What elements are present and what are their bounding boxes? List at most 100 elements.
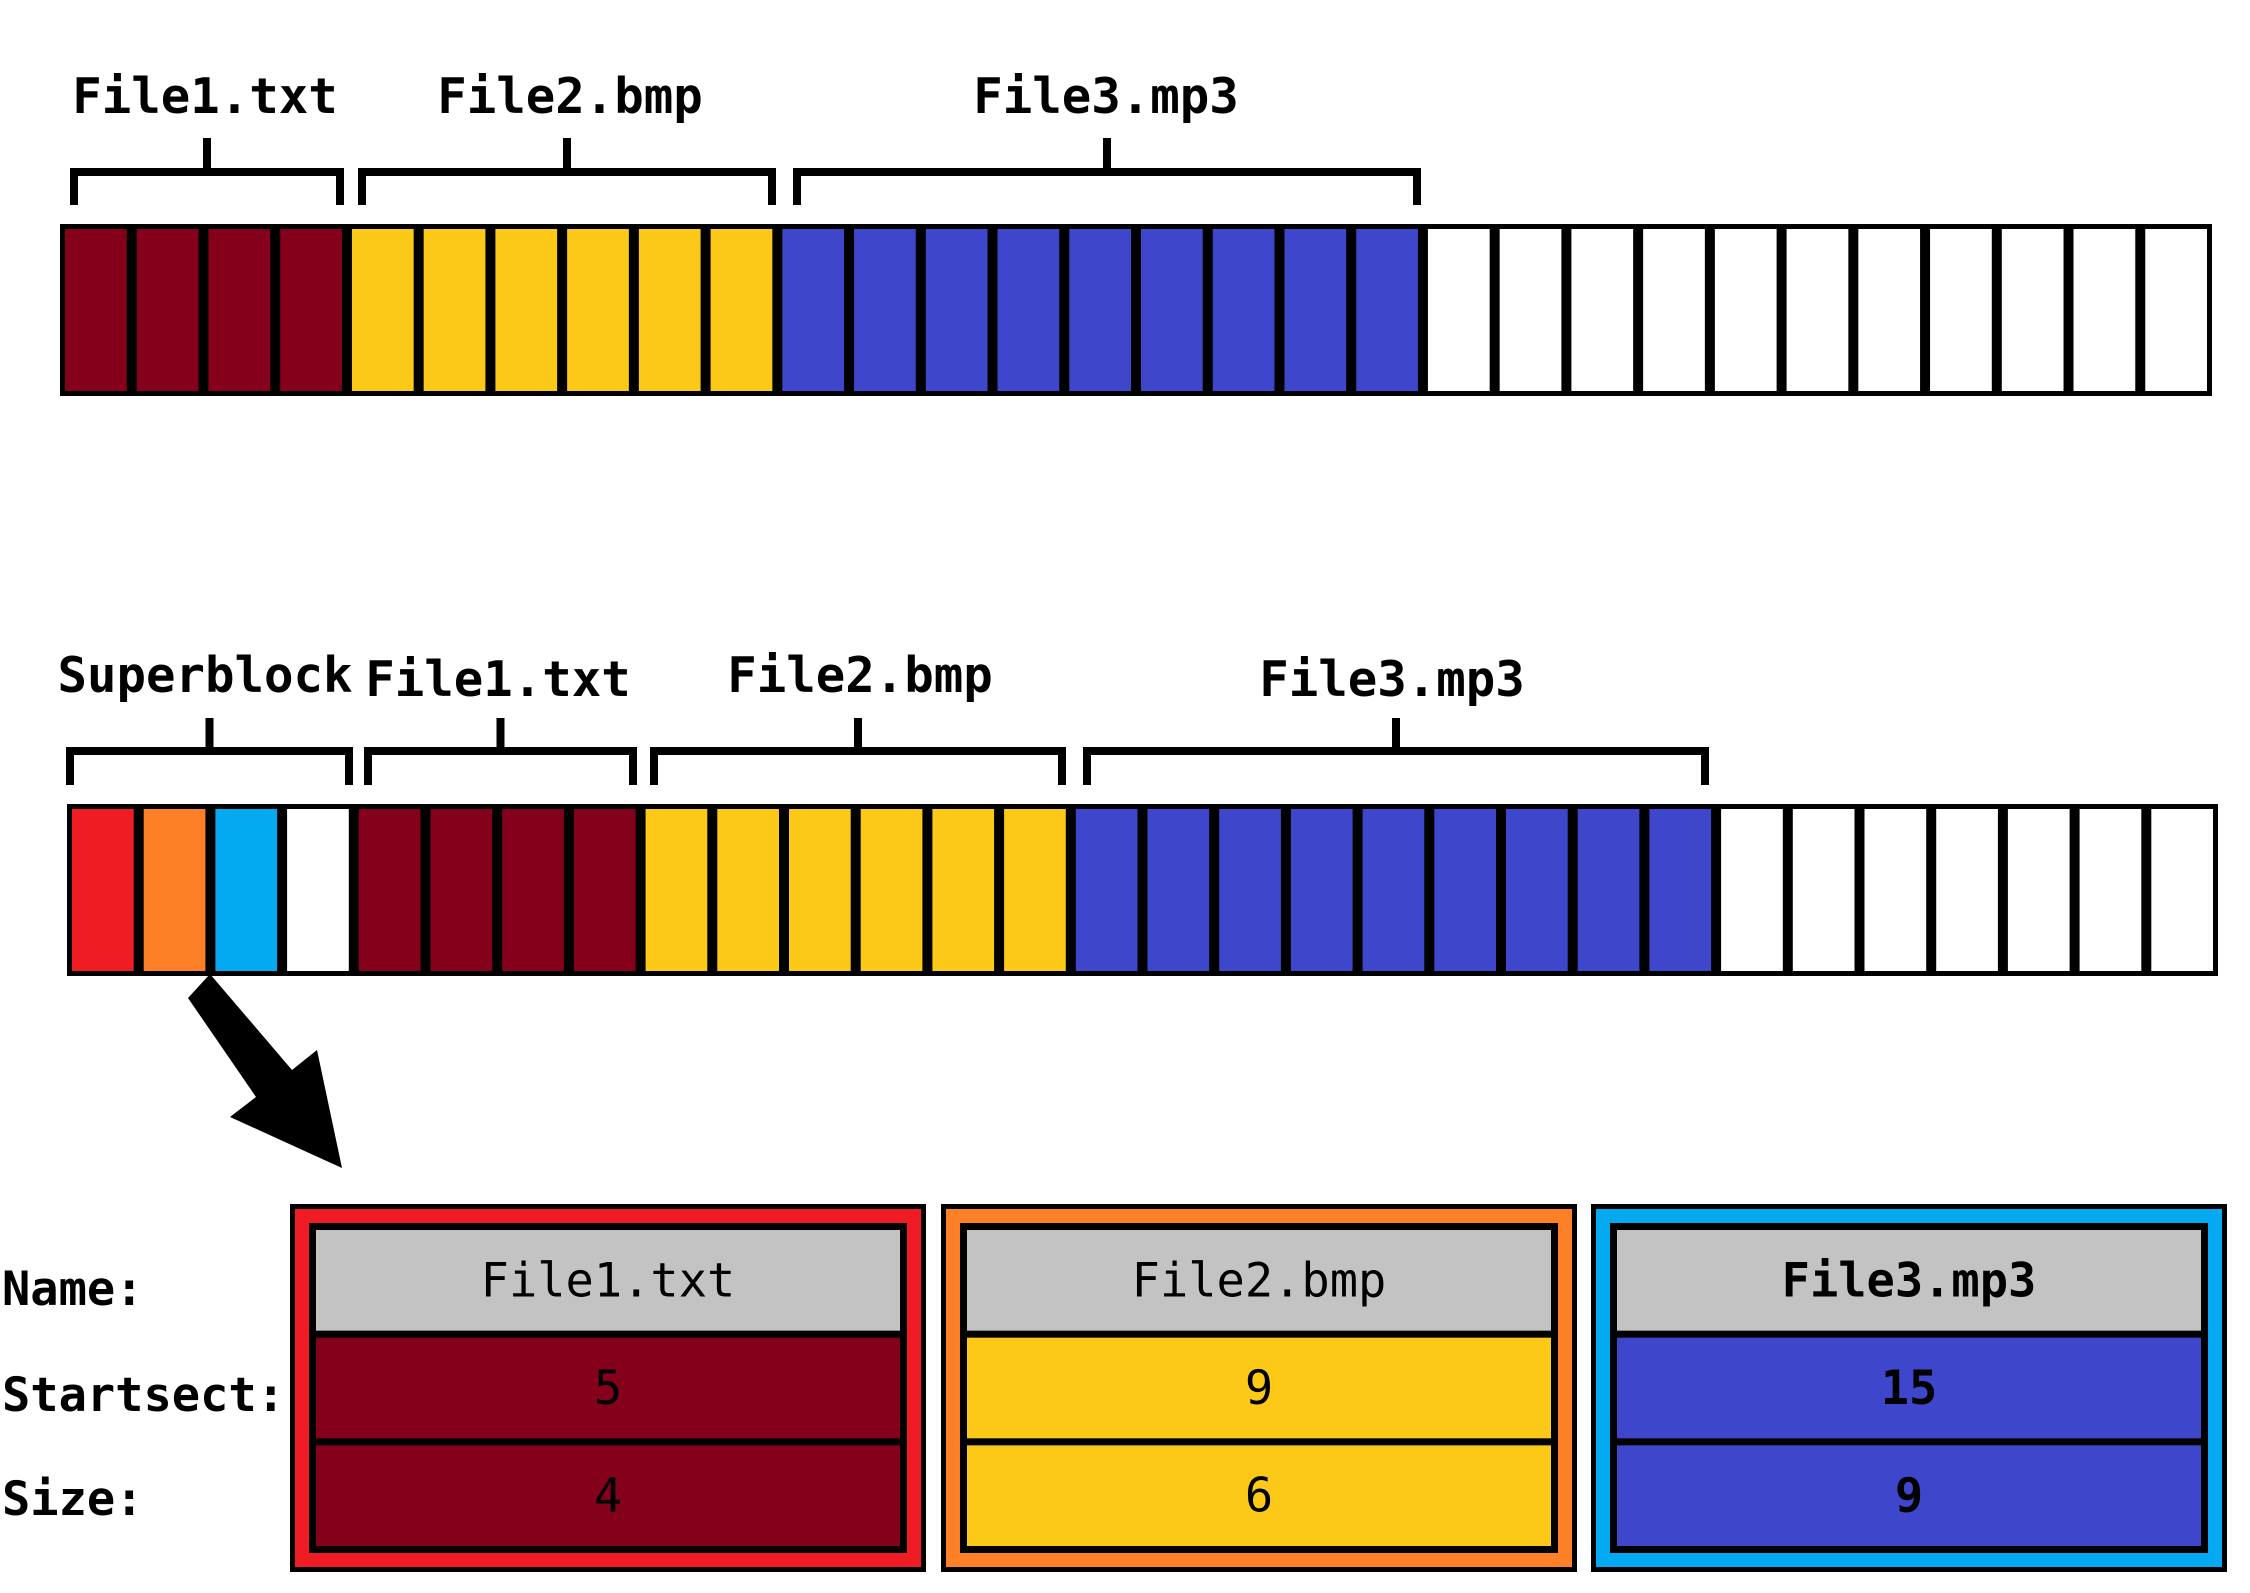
block-cell: [1434, 809, 1496, 971]
entry-size-text: 6: [1245, 1469, 1273, 1524]
block-cell: [1004, 809, 1066, 971]
block-cell: [1499, 229, 1562, 391]
diagram2-label-0: Superblock: [57, 647, 352, 704]
superblock-entry-2: File2.bmp 9 6: [941, 1204, 1577, 1572]
superblock-entries: File1.txt 5 4 File2.bmp 9 6 File3.mp3 15 9: [290, 1204, 2227, 1572]
block-cell: [143, 809, 206, 971]
entry-startsect-text: 5: [594, 1361, 622, 1416]
diagram2-labels: Superblock File1.txt File2.bmp File3.mp3: [57, 647, 1524, 708]
diagram1-brackets: [70, 138, 1421, 205]
block-cell: [1356, 229, 1418, 391]
table-row-labels: Name: Startsect: Size:: [2, 1262, 285, 1527]
block-cell: [789, 809, 851, 971]
block-cell: [638, 229, 701, 391]
diagram1-label-0: File1.txt: [72, 68, 338, 125]
block-cell: [932, 809, 995, 971]
block-cell: [782, 229, 845, 391]
entry-name-text: File2.bmp: [1132, 1253, 1387, 1308]
bracket: [793, 138, 1421, 205]
block-cell: [2079, 809, 2142, 971]
entry-startsect-text: 9: [1245, 1361, 1273, 1416]
block-cell: [502, 809, 564, 971]
block-cell: [1721, 809, 1783, 971]
bracket: [66, 718, 353, 785]
block-cell: [2007, 809, 2070, 971]
diagram1-labels: File1.txt File2.bmp File3.mp3: [72, 68, 1239, 125]
strip-frame: [67, 804, 2218, 976]
bracket: [70, 138, 344, 205]
block-cell: [430, 809, 493, 971]
entry-size-cell: [1617, 1445, 2201, 1546]
block-cell: [1147, 809, 1210, 971]
superblock-entry-1: File1.txt 5 4: [290, 1204, 926, 1572]
block-cell: [1362, 809, 1425, 971]
block-cell: [1858, 229, 1921, 391]
block-cell: [1571, 229, 1634, 391]
block-cell: [1069, 229, 1131, 391]
block-cell: [2145, 229, 2207, 391]
entry-startsect-cell: [1617, 1337, 2201, 1439]
block-cell: [567, 229, 629, 391]
bracket: [650, 718, 1066, 785]
block-cell: [997, 229, 1060, 391]
diagram2-label-3: File3.mp3: [1259, 651, 1525, 708]
block-cell: [1141, 229, 1203, 391]
entry-size-cell: [967, 1445, 1551, 1546]
block-cell: [1075, 809, 1138, 971]
block-cell: [208, 229, 271, 391]
block-cell: [1577, 809, 1640, 971]
block-cell: [573, 809, 636, 971]
diagram2-block-strip: [67, 804, 2218, 976]
block-cell: [1290, 809, 1353, 971]
entry-startsect-cell: [316, 1337, 900, 1439]
strip-frame: [60, 224, 2212, 396]
block-cell: [1649, 809, 1712, 971]
diagram1-label-1: File2.bmp: [437, 68, 703, 125]
pointer-arrow-icon: [188, 974, 342, 1168]
block-cell: [1714, 229, 1777, 391]
superblock-entry-3: File3.mp3 15 9: [1591, 1204, 2227, 1572]
block-cell: [65, 229, 127, 391]
block-cell: [925, 229, 988, 391]
bracket: [358, 138, 776, 205]
diagram2-label-1: File1.txt: [365, 651, 631, 708]
block-cell: [1284, 229, 1347, 391]
bracket: [1083, 718, 1709, 785]
entry-size-text: 9: [1895, 1469, 1923, 1524]
entry-name-text: File3.mp3: [1782, 1253, 2037, 1308]
block-cell: [72, 809, 134, 971]
block-cell: [2001, 229, 2064, 391]
block-cell: [710, 229, 773, 391]
entry-size-text: 4: [594, 1469, 622, 1524]
block-cell: [1864, 809, 1927, 971]
block-cell: [1219, 809, 1281, 971]
bracket: [364, 718, 637, 785]
entry-name-text: File1.txt: [481, 1253, 736, 1308]
diagram2-label-2: File2.bmp: [727, 647, 993, 704]
entry-size-cell: [316, 1445, 900, 1546]
block-cell: [1643, 229, 1705, 391]
entry-name-cell: [316, 1230, 900, 1331]
block-cell: [1506, 809, 1568, 971]
block-cell: [358, 809, 421, 971]
entry-startsect-text: 15: [1881, 1361, 1938, 1416]
block-cell: [280, 229, 342, 391]
block-cell: [1930, 229, 1992, 391]
block-cell: [2073, 229, 2136, 391]
block-cell: [495, 229, 558, 391]
block-cell: [1212, 229, 1275, 391]
entry-name-cell: [1617, 1230, 2201, 1331]
block-cell: [2151, 809, 2213, 971]
diagram1-block-strip: [60, 224, 2212, 396]
block-cell: [860, 809, 923, 971]
block-cell: [645, 809, 708, 971]
block-cell: [1792, 809, 1855, 971]
block-cell: [215, 809, 278, 971]
block-cell: [287, 809, 349, 971]
block-cell: [717, 809, 779, 971]
block-cell: [1427, 229, 1490, 391]
row-label-name: Name:: [2, 1262, 143, 1317]
diagram1-label-2: File3.mp3: [973, 68, 1239, 125]
entry-startsect-cell: [967, 1337, 1551, 1439]
